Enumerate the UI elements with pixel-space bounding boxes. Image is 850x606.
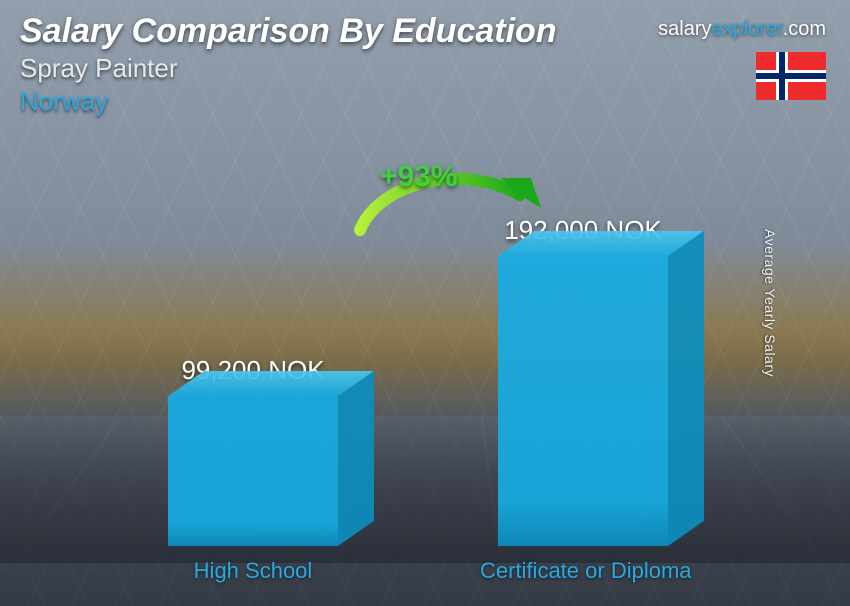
bar-label: High School bbox=[150, 558, 356, 584]
brand-logo: salaryexplorer.com bbox=[658, 18, 826, 41]
bar-0: 99,200 NOK bbox=[150, 355, 356, 546]
job-title: Spray Painter bbox=[20, 53, 830, 84]
bar-label: Certificate or Diploma bbox=[480, 558, 686, 584]
bar-shape bbox=[168, 396, 338, 546]
brand-suffix: .com bbox=[783, 18, 826, 40]
country-name: Norway bbox=[20, 86, 830, 117]
bar-shape bbox=[498, 256, 668, 546]
norway-flag-icon bbox=[756, 52, 826, 100]
y-axis-label: Average Yearly Salary bbox=[762, 229, 778, 377]
brand-accent: explorer bbox=[712, 18, 783, 40]
increase-percentage: +93% bbox=[380, 160, 458, 194]
brand-prefix: salary bbox=[658, 18, 711, 40]
